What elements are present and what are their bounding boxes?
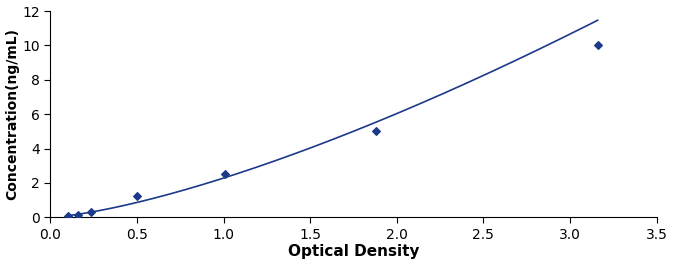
Y-axis label: Concentration(ng/mL): Concentration(ng/mL)	[5, 28, 20, 200]
X-axis label: Optical Density: Optical Density	[287, 244, 419, 259]
